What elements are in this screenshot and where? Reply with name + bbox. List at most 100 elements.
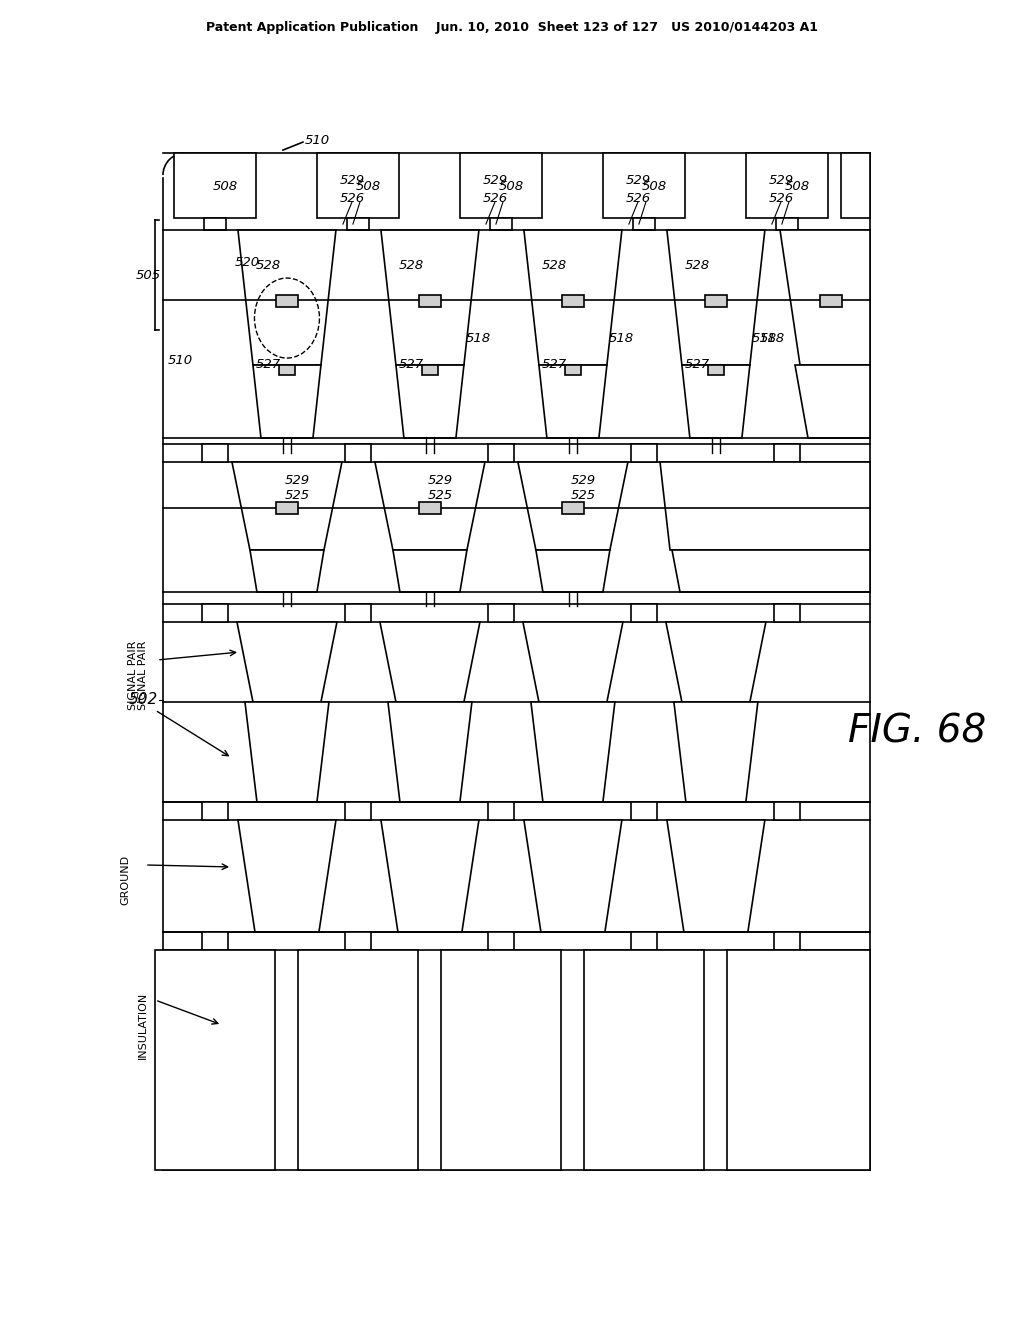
Bar xyxy=(487,803,514,820)
Polygon shape xyxy=(238,820,336,932)
Bar xyxy=(345,605,371,622)
Text: 529: 529 xyxy=(340,173,366,186)
Text: SIGNAL PAIR: SIGNAL PAIR xyxy=(128,640,138,710)
Text: 508: 508 xyxy=(356,180,381,193)
Text: 518: 518 xyxy=(752,331,777,345)
Polygon shape xyxy=(536,550,610,591)
Bar xyxy=(820,296,842,308)
Text: 518: 518 xyxy=(760,331,785,345)
Bar xyxy=(298,950,418,1170)
Text: 528: 528 xyxy=(685,259,710,272)
Bar xyxy=(633,218,655,230)
Bar xyxy=(419,296,441,308)
Polygon shape xyxy=(237,622,337,702)
Bar xyxy=(174,153,256,218)
Bar xyxy=(705,296,727,308)
Text: 527: 527 xyxy=(685,358,710,371)
Text: 528: 528 xyxy=(256,259,281,272)
Polygon shape xyxy=(238,230,336,366)
Text: 508: 508 xyxy=(642,180,667,193)
Bar xyxy=(345,932,371,950)
Polygon shape xyxy=(232,462,342,550)
Text: 526: 526 xyxy=(626,191,651,205)
Bar xyxy=(345,444,371,462)
Text: 508: 508 xyxy=(213,180,239,193)
Polygon shape xyxy=(380,622,480,702)
Polygon shape xyxy=(667,230,765,366)
Text: 526: 526 xyxy=(340,191,366,205)
Text: 527: 527 xyxy=(398,358,424,371)
Bar xyxy=(155,950,275,1170)
Polygon shape xyxy=(539,366,607,438)
Bar xyxy=(565,366,581,375)
Bar xyxy=(727,950,869,1170)
Text: 510: 510 xyxy=(168,354,194,367)
Bar xyxy=(584,950,703,1170)
Text: 505: 505 xyxy=(136,268,161,281)
Bar xyxy=(774,444,800,462)
Text: Patent Application Publication    Jun. 10, 2010  Sheet 123 of 127   US 2010/0144: Patent Application Publication Jun. 10, … xyxy=(206,21,818,33)
Bar xyxy=(460,153,542,218)
Bar xyxy=(317,153,399,218)
Text: 529: 529 xyxy=(769,173,794,186)
Polygon shape xyxy=(667,820,765,932)
Text: 502: 502 xyxy=(129,693,158,708)
Polygon shape xyxy=(524,230,622,366)
Polygon shape xyxy=(388,702,472,803)
Polygon shape xyxy=(396,366,464,438)
Bar xyxy=(279,366,295,375)
Bar xyxy=(603,153,685,218)
Bar xyxy=(487,444,514,462)
Polygon shape xyxy=(795,366,869,438)
Text: SIGNAL PAIR: SIGNAL PAIR xyxy=(138,640,148,710)
Bar xyxy=(745,153,827,218)
Bar xyxy=(562,296,584,308)
Bar xyxy=(487,605,514,622)
Polygon shape xyxy=(250,550,324,591)
Polygon shape xyxy=(381,820,479,932)
Text: 518: 518 xyxy=(466,331,492,345)
Bar xyxy=(202,803,228,820)
Polygon shape xyxy=(393,550,467,591)
Polygon shape xyxy=(672,550,869,591)
Bar xyxy=(347,218,369,230)
Bar xyxy=(419,502,441,513)
Bar xyxy=(275,502,298,513)
Text: FIG. 68: FIG. 68 xyxy=(848,713,986,751)
Bar xyxy=(776,218,798,230)
Bar xyxy=(202,444,228,462)
Text: 529: 529 xyxy=(428,474,453,487)
Polygon shape xyxy=(682,366,750,438)
Bar xyxy=(774,932,800,950)
Polygon shape xyxy=(530,702,614,803)
Text: 528: 528 xyxy=(542,259,567,272)
Bar xyxy=(708,366,724,375)
Bar xyxy=(774,605,800,622)
Bar xyxy=(202,932,228,950)
Text: 527: 527 xyxy=(256,358,281,371)
Polygon shape xyxy=(523,622,623,702)
Bar xyxy=(441,950,561,1170)
Polygon shape xyxy=(381,230,479,366)
Text: 508: 508 xyxy=(499,180,524,193)
Polygon shape xyxy=(780,230,869,366)
Text: 528: 528 xyxy=(398,259,424,272)
Text: INSULATION: INSULATION xyxy=(138,991,148,1059)
Polygon shape xyxy=(524,820,622,932)
Text: 525: 525 xyxy=(428,488,453,502)
Text: 520: 520 xyxy=(234,256,260,268)
Text: 529: 529 xyxy=(285,474,310,487)
Text: 525: 525 xyxy=(571,488,596,502)
Text: 529: 529 xyxy=(483,173,508,186)
Text: GROUND: GROUND xyxy=(120,855,130,906)
Polygon shape xyxy=(659,462,869,550)
Polygon shape xyxy=(518,462,628,550)
Polygon shape xyxy=(253,366,321,438)
Bar xyxy=(631,444,656,462)
Text: 529: 529 xyxy=(571,474,596,487)
Bar xyxy=(489,218,512,230)
Polygon shape xyxy=(666,622,766,702)
Text: 510: 510 xyxy=(305,133,330,147)
Polygon shape xyxy=(674,702,758,803)
Bar xyxy=(345,803,371,820)
